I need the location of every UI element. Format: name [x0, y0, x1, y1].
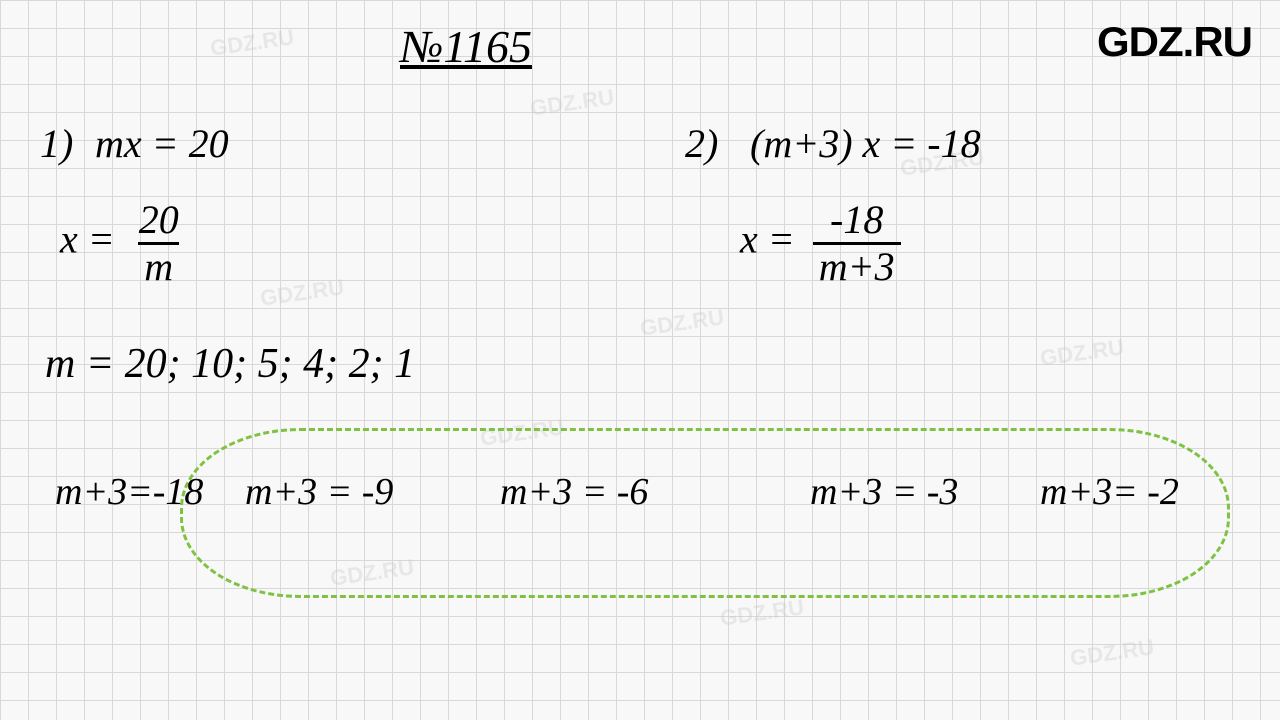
- watermark: GDZ.RU: [259, 274, 346, 311]
- problem1-solution: x = 20 m: [60, 200, 185, 287]
- problem2-equation: (m+3) x = -18: [750, 120, 981, 167]
- circled-eq-4: m+3 = -3: [810, 470, 958, 514]
- watermark: GDZ.RU: [529, 84, 616, 121]
- watermark: GDZ.RU: [329, 554, 416, 591]
- problem1-x-equals: x =: [60, 217, 115, 262]
- circled-eq-2: m+3 = -9: [245, 470, 393, 514]
- problem1-denominator: m: [138, 242, 179, 287]
- problem2-label: 2): [685, 120, 718, 167]
- problem2-solution: x = -18 m+3: [740, 200, 901, 287]
- circled-eq-3: m+3 = -6: [500, 470, 648, 514]
- problem2-numerator: -18: [824, 200, 889, 242]
- watermark: GDZ.RU: [1039, 334, 1126, 371]
- watermark: GDZ.RU: [209, 24, 296, 61]
- problem1-numerator: 20: [133, 200, 185, 242]
- problem2-fraction: -18 m+3: [813, 200, 901, 287]
- problem2-denominator: m+3: [813, 242, 901, 287]
- watermark: GDZ.RU: [639, 304, 726, 341]
- circled-eq-1: m+3=-18: [55, 470, 203, 514]
- problem1-label: 1): [40, 120, 73, 167]
- problem1-equation: mx = 20: [95, 120, 229, 167]
- problem-number: №1165: [400, 20, 532, 73]
- watermark: GDZ.RU: [719, 594, 806, 631]
- circled-eq-5: m+3= -2: [1040, 470, 1179, 514]
- watermark: GDZ.RU: [479, 414, 566, 451]
- watermark: GDZ.RU: [1069, 634, 1156, 671]
- m-values-list: m = 20; 10; 5; 4; 2; 1: [45, 340, 415, 388]
- site-logo: GDZ.RU: [1097, 18, 1252, 66]
- problem2-x-equals: x =: [740, 217, 795, 262]
- problem1-fraction: 20 m: [133, 200, 185, 287]
